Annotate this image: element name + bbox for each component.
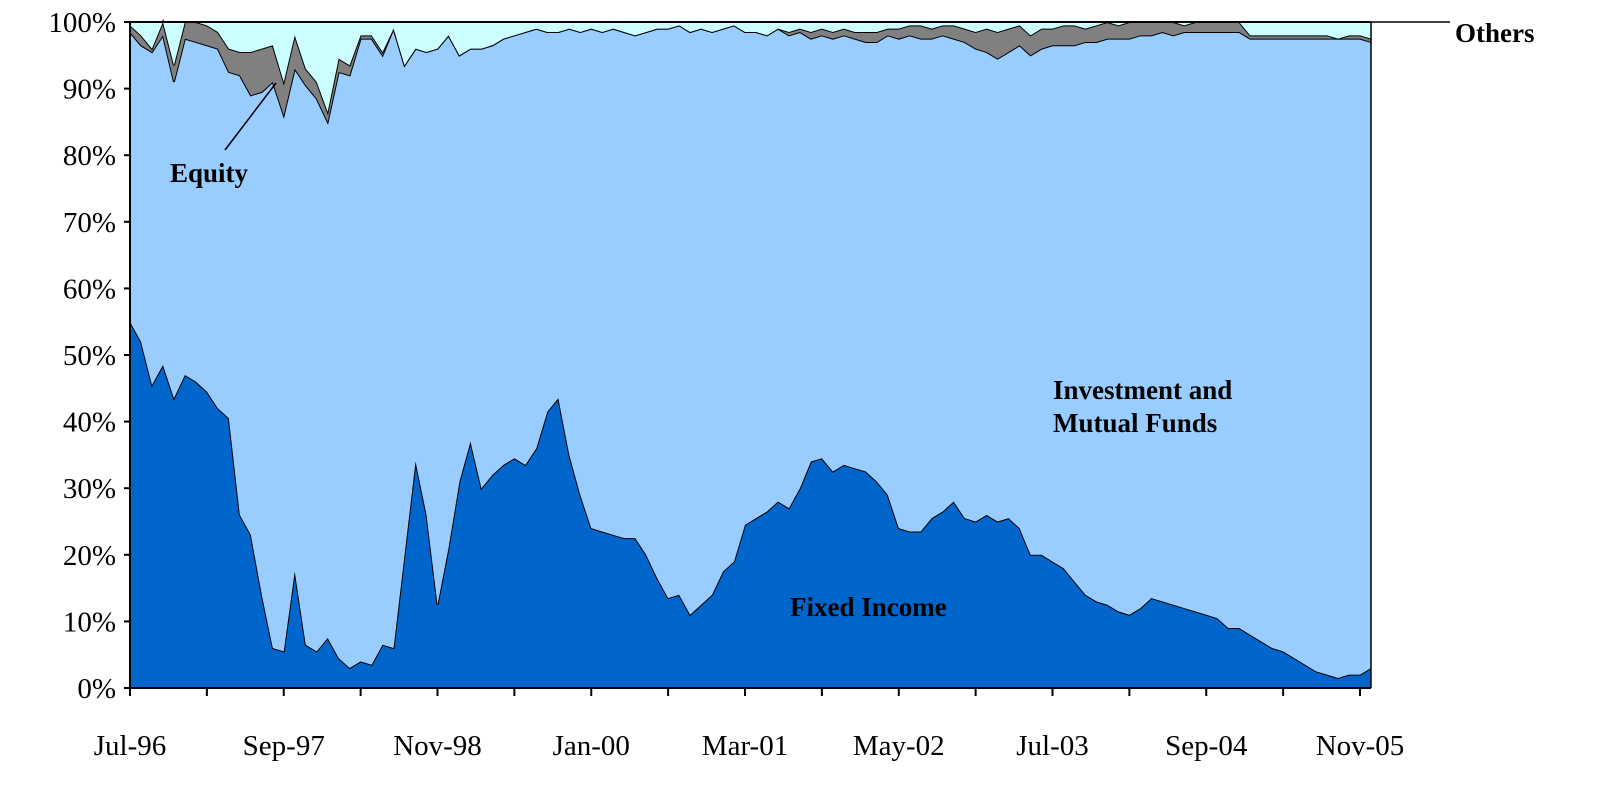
y-tick-label: 30% bbox=[63, 473, 116, 505]
series-label: Fixed Income bbox=[790, 592, 947, 622]
x-tick-label: Jul-03 bbox=[1016, 730, 1089, 762]
y-tick-label: 40% bbox=[63, 407, 116, 439]
x-tick-label: Sep-97 bbox=[243, 730, 325, 762]
leader-line bbox=[224, 82, 277, 151]
y-tick-label: 100% bbox=[48, 7, 116, 39]
x-tick-label: Nov-98 bbox=[393, 730, 482, 762]
x-tick-label: Sep-04 bbox=[1165, 730, 1248, 762]
y-tick-label: 90% bbox=[63, 74, 116, 106]
x-tick-label: May-02 bbox=[853, 730, 945, 762]
y-tick-label: 50% bbox=[63, 340, 116, 372]
series-label: Others bbox=[1455, 18, 1535, 48]
y-tick-label: 10% bbox=[63, 606, 116, 638]
y-tick-label: 20% bbox=[63, 540, 116, 572]
y-tick-label: 60% bbox=[63, 273, 116, 305]
y-tick-label: 80% bbox=[63, 140, 116, 172]
area bbox=[130, 22, 1371, 112]
x-tick-label: Jan-00 bbox=[553, 730, 630, 762]
area bbox=[130, 25, 1371, 679]
series-label: Equity bbox=[170, 158, 249, 188]
x-tick-label: Jul-96 bbox=[94, 730, 167, 762]
y-tick-label: 70% bbox=[63, 207, 116, 239]
series-label: Investment and Mutual Funds bbox=[1053, 375, 1233, 438]
x-tick-label: Nov-05 bbox=[1316, 730, 1405, 762]
y-tick-label: 0% bbox=[77, 673, 116, 705]
area bbox=[130, 321, 1371, 688]
x-tick-label: Mar-01 bbox=[702, 730, 788, 762]
